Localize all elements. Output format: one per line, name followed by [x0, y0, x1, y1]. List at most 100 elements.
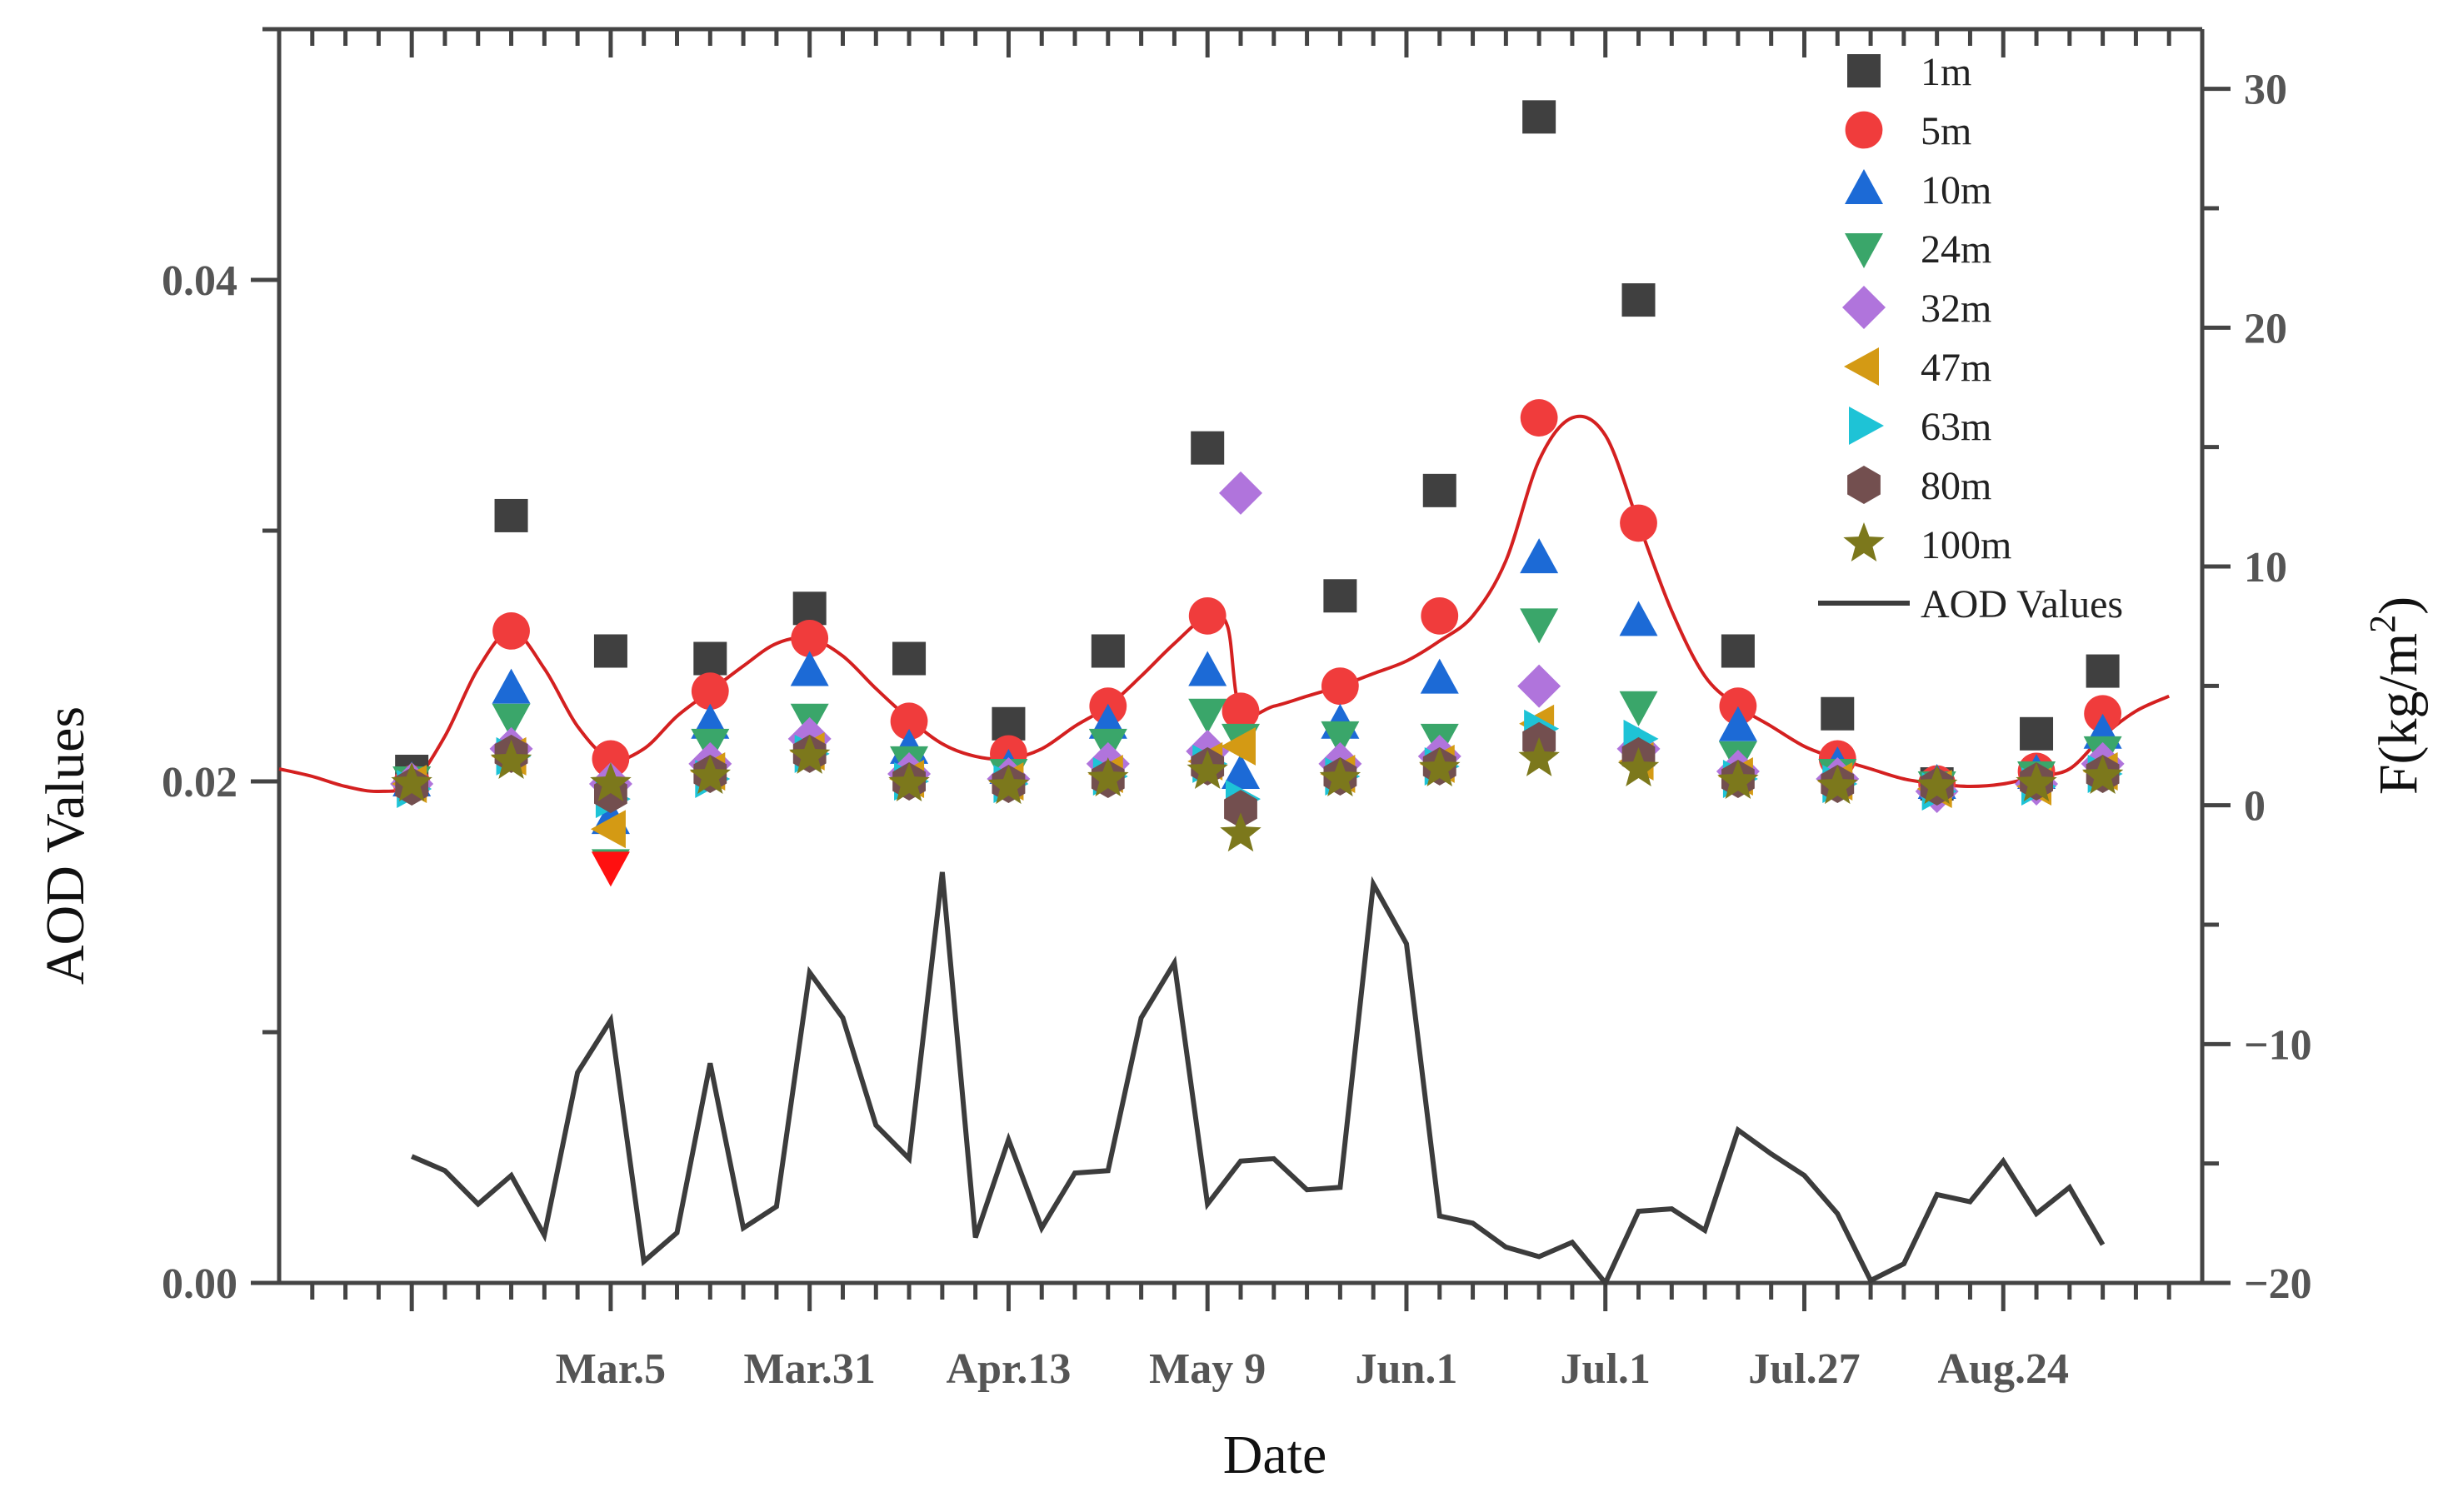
y2-axis-title-base: F(kg/m: [2368, 633, 2429, 795]
marker-5m: [492, 612, 530, 650]
marker-10m: [492, 668, 531, 704]
marker-100m: [1187, 750, 1228, 789]
legend-marker-1m: [1847, 54, 1881, 87]
marker-1m: [494, 498, 528, 532]
marker-1m: [1621, 283, 1656, 317]
marker-100m: [888, 762, 930, 801]
legend-marker-24m: [1845, 233, 1883, 268]
marker-10m: [1520, 538, 1559, 574]
legend-label: 80m: [1921, 464, 1991, 508]
marker-5m: [791, 620, 829, 657]
y-tick-label: 0.02: [162, 759, 237, 806]
marker-100m: [1220, 812, 1261, 852]
legend-marker-32m: [1842, 286, 1886, 329]
marker-5m: [1321, 667, 1359, 706]
y2-axis-title-exponent: 2: [2362, 615, 2403, 633]
x-tick-label: Jul.27: [1748, 1345, 1860, 1393]
marker-1m: [992, 706, 1026, 741]
tick-labels: Mar.5 Mar.31 Apr.13 May 9 Jun.1 Jul.1 Jul.27 Au…: [162, 67, 2312, 1393]
y2-tick-label: 20: [2244, 305, 2287, 352]
marker-100m: [2081, 755, 2124, 794]
marker-32m: [1517, 664, 1561, 708]
y2-tick-label: 10: [2244, 544, 2287, 591]
marker-1m: [892, 641, 927, 676]
marker-1m: [2020, 716, 2054, 751]
marker-47m: [1221, 726, 1256, 766]
marker-5m: [1719, 687, 1757, 726]
marker-100m: [490, 739, 532, 779]
legend-label: 63m: [1921, 405, 1991, 449]
legend-label: 24m: [1921, 227, 1991, 272]
marker-24m: [1321, 721, 1360, 756]
marker-5m: [1188, 596, 1227, 635]
marker-1m: [1091, 634, 1125, 668]
legend-label: 100m: [1921, 523, 2011, 567]
y2-tick-label: 30: [2244, 67, 2287, 114]
marker-100m: [1319, 757, 1361, 796]
y-tick-label: 0.00: [162, 1260, 237, 1308]
y-axis-title: AOD Values: [35, 706, 96, 985]
marker-100m: [1816, 765, 1858, 805]
marker-1m: [1821, 696, 1855, 731]
marker-5m: [1620, 504, 1657, 542]
plot-frame: [277, 27, 2205, 1285]
marker-10m: [1718, 706, 1757, 741]
y2-tick-label: −20: [2244, 1260, 2312, 1308]
marker-5m: [1222, 692, 1260, 731]
marker-5m: [890, 702, 928, 741]
marker-24m: [492, 703, 531, 739]
legend: 1m 5m 10m 24m 32m 47m 63m 80m 100m AOD Values: [1818, 50, 2123, 626]
legend-label: 47m: [1921, 346, 1991, 390]
x-tick-label: Apr.13: [947, 1345, 1072, 1393]
legend-label: AOD Values: [1921, 582, 2123, 626]
marker-32m: [1219, 471, 1262, 515]
x-tick-label: Aug.24: [1937, 1345, 2068, 1393]
marker-100m: [1087, 757, 1129, 796]
legend-label: 10m: [1921, 168, 1991, 212]
marker-10m: [1619, 601, 1658, 636]
legend-marker-63m: [1849, 407, 1884, 445]
legend-label: 1m: [1921, 50, 1971, 94]
marker-10m: [1222, 753, 1260, 789]
marker-5m: [1520, 399, 1558, 437]
marker-100m: [689, 755, 731, 794]
y2-tick-label: −10: [2244, 1021, 2312, 1069]
y2-tick-label: 0: [2244, 783, 2266, 831]
marker-10m: [1188, 651, 1227, 686]
marker-1m: [693, 641, 727, 676]
x-tick-label: Mar.5: [556, 1345, 666, 1393]
marker-24m: [1188, 698, 1227, 734]
y2-axis-title-close: ): [2368, 596, 2429, 615]
marker-1m: [792, 591, 827, 626]
marker-24m: [1619, 691, 1658, 726]
marker-100m: [2016, 762, 2057, 801]
legend-marker-5m: [1845, 111, 1883, 149]
marker-100m: [590, 762, 632, 801]
marker-100m: [1617, 747, 1660, 786]
aod-values-polyline: [411, 871, 2106, 1288]
marker-80m: [1224, 790, 1257, 829]
marker-5m: [691, 672, 729, 711]
marker-1m: [2086, 654, 2120, 688]
marker-100m: [987, 765, 1030, 805]
marker-1m: [1721, 634, 1755, 668]
marker-47m: [590, 810, 626, 849]
legend-label: 5m: [1921, 109, 1971, 153]
marker-100m: [1717, 760, 1759, 799]
marker-100m: [1419, 747, 1461, 786]
marker-5m: [2084, 695, 2122, 733]
marker-10m: [790, 651, 829, 686]
marker-1m: [1323, 579, 1357, 613]
marker-24m: [1520, 608, 1559, 644]
scatter-markers: [390, 100, 2125, 887]
y2-axis-title: F(kg/m2): [2362, 596, 2429, 795]
y-tick-label: 0.04: [162, 257, 237, 305]
marker-1m: [593, 634, 627, 668]
aod-values-line: [411, 871, 2106, 1288]
marker-1m: [1522, 100, 1556, 134]
x-axis-title: Date: [1223, 1425, 1327, 1485]
x-tick-label: Jun.1: [1356, 1345, 1458, 1393]
x-tick-label: Mar.31: [743, 1345, 875, 1393]
x-tick-label: Jul.1: [1561, 1345, 1651, 1393]
